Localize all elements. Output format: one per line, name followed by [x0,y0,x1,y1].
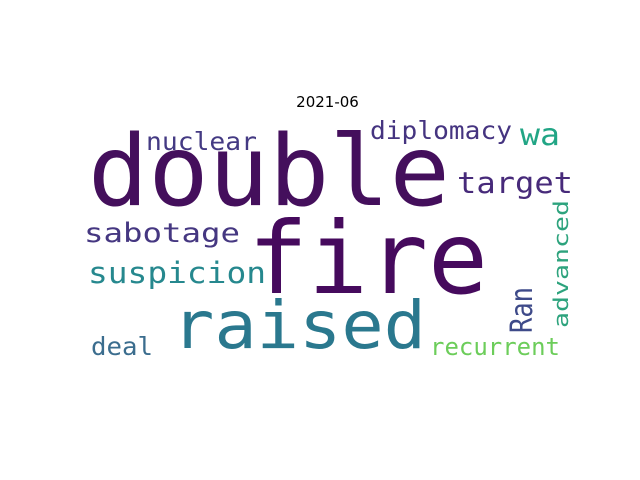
chart-title: 2021-06 [296,93,359,111]
word-double: double [88,115,450,229]
word-diplomacy: diplomacy [370,116,512,145]
word-deal: deal [91,332,153,361]
word-fire: fire [248,200,488,317]
word-ran: Ran [505,287,540,333]
word-target: target [457,166,573,200]
word-wa: wa [520,118,560,153]
word-advanced: advanced [549,200,573,328]
word-suspicion: suspicion [88,256,266,290]
word-nuclear: nuclear [146,127,257,156]
word-sabotage: sabotage [84,218,240,249]
word-raised: raised [172,287,426,364]
word-recurrent: recurrent [430,333,560,361]
